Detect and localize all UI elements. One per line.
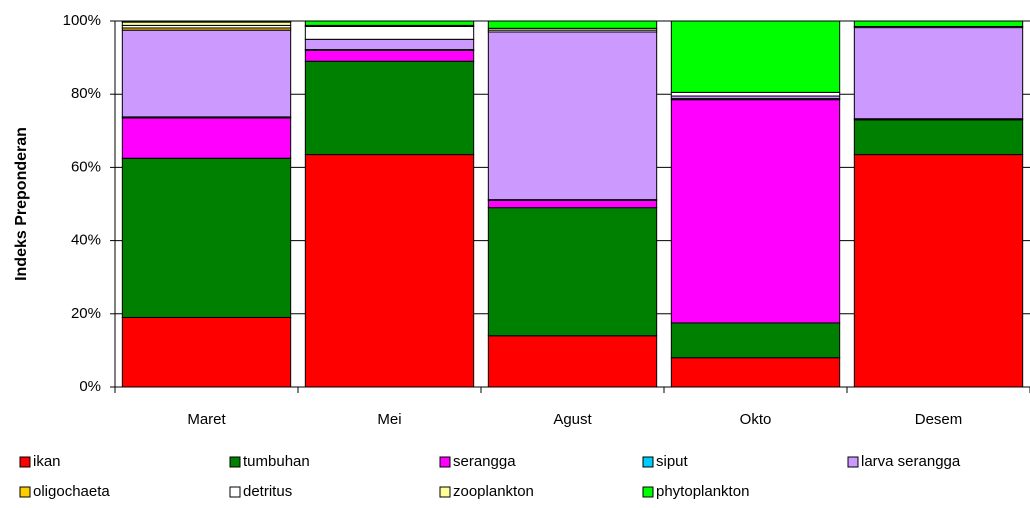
legend-label: oligochaeta — [33, 483, 110, 500]
legend-label: tumbuhan — [243, 453, 310, 470]
legend-swatch — [642, 456, 654, 468]
y-tick-label: 0% — [79, 378, 101, 395]
legend-swatch — [439, 486, 451, 498]
bar-segment — [487, 335, 658, 388]
legend-swatch — [642, 486, 654, 498]
bar-segment — [853, 27, 1024, 120]
bar-segment — [304, 60, 475, 156]
bar-segment — [121, 316, 292, 388]
legend-swatch — [229, 456, 241, 468]
bar-segment — [304, 154, 475, 388]
y-tick-label: 60% — [71, 158, 101, 175]
y-tick-label: 40% — [71, 232, 101, 249]
legend-swatch — [847, 456, 859, 468]
bar-segment — [121, 157, 292, 318]
bar-segment — [853, 119, 1024, 156]
bar-segment — [121, 29, 292, 118]
x-tick-label: Maret — [187, 411, 226, 428]
legend-label: ikan — [33, 453, 61, 470]
legend-label: zooplankton — [453, 483, 534, 500]
bar-segment — [304, 25, 475, 40]
y-tick-label: 100% — [63, 12, 101, 29]
bar-segment — [304, 20, 475, 26]
bar-segment — [304, 38, 475, 51]
legend-label: siput — [656, 453, 689, 470]
legend-label: detritus — [243, 483, 292, 500]
legend-swatch — [229, 486, 241, 498]
bar-segment — [487, 199, 658, 209]
bar-segment — [853, 20, 1024, 27]
bar-segment — [121, 20, 292, 23]
bar-segment — [304, 49, 475, 62]
x-tick-label: Mei — [377, 411, 401, 428]
bar-segment — [670, 357, 841, 388]
bar-segment — [121, 117, 292, 159]
y-tick-label: 20% — [71, 305, 101, 322]
bar-segment — [670, 322, 841, 359]
legend-label: larva serangga — [861, 453, 961, 470]
y-tick-label: 80% — [71, 85, 101, 102]
legend-label: phytoplankton — [656, 483, 749, 500]
legend-swatch — [439, 456, 451, 468]
bar-segment — [670, 20, 841, 93]
legend-swatch — [19, 456, 31, 468]
bar-segment — [670, 91, 841, 97]
legend-label: serangga — [453, 453, 516, 470]
bar-segment — [487, 31, 658, 201]
y-axis-label: Indeks Preponderan — [13, 127, 30, 281]
x-tick-label: Agust — [553, 411, 592, 428]
bar-segment — [487, 20, 658, 29]
x-tick-label: Okto — [740, 411, 772, 428]
bar-segment — [853, 154, 1024, 388]
bar-segment — [487, 207, 658, 337]
legend-swatch — [19, 486, 31, 498]
x-tick-label: Desem — [915, 411, 963, 428]
bar-segment — [670, 99, 841, 324]
